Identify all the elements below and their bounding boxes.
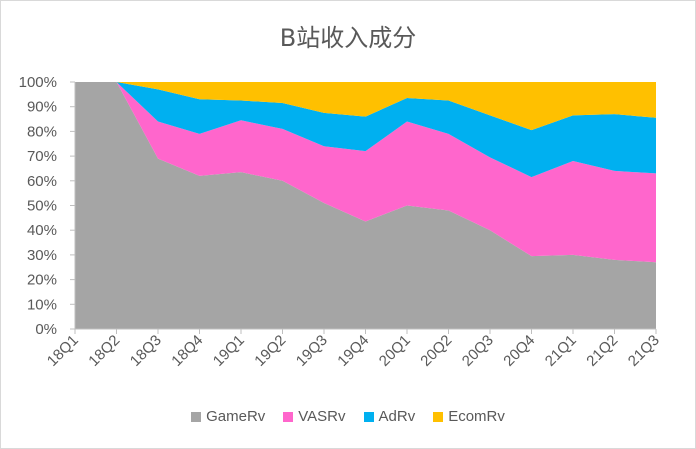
x-tick-label: 20Q3 xyxy=(459,332,497,370)
y-tick-label: 30% xyxy=(27,247,57,264)
legend-swatch xyxy=(363,411,374,422)
x-tick-label: 18Q4 xyxy=(168,332,206,370)
legend-swatch xyxy=(191,411,202,422)
legend-label: AdRv xyxy=(378,408,416,425)
area-vasrv xyxy=(75,82,656,263)
x-tick-label: 19Q2 xyxy=(251,332,289,370)
x-tick-label: 21Q3 xyxy=(625,332,663,370)
legend-swatch xyxy=(433,411,444,422)
x-tick-label: 21Q2 xyxy=(583,332,621,370)
y-tick-label: 80% xyxy=(27,123,57,140)
area-ecomrv xyxy=(75,82,656,131)
y-tick-label: 70% xyxy=(27,148,57,165)
x-tick-label: 18Q2 xyxy=(85,332,123,370)
chart-legend: GameRv VASRv AdRv EcomRv xyxy=(0,408,696,425)
y-tick-label: 100% xyxy=(19,74,57,91)
y-tick-label: 40% xyxy=(27,222,57,239)
legend-item-ecomrv: EcomRv xyxy=(433,408,505,425)
x-tick-label: 19Q3 xyxy=(293,332,331,370)
area-adrv xyxy=(75,82,656,178)
x-tick-label: 20Q4 xyxy=(500,332,538,370)
legend-item-vasrv: VASRv xyxy=(283,408,346,425)
y-tick-label: 90% xyxy=(27,99,57,116)
area-gamerv xyxy=(75,82,656,329)
chart-title: B站收入成分 xyxy=(279,24,417,52)
legend-item-gamerv: GameRv xyxy=(191,408,265,425)
y-tick-label: 50% xyxy=(27,198,57,215)
y-tick-label: 20% xyxy=(27,272,57,289)
x-tick-label: 21Q1 xyxy=(542,332,580,370)
x-tick-label: 20Q1 xyxy=(376,332,414,370)
y-tick-label: 10% xyxy=(27,296,57,313)
y-tick-label: 0% xyxy=(35,321,57,338)
x-tick-label: 20Q2 xyxy=(417,332,455,370)
legend-item-adrv: AdRv xyxy=(363,408,416,425)
x-tick-label: 19Q1 xyxy=(210,332,248,370)
legend-label: VASRv xyxy=(298,408,346,425)
legend-label: EcomRv xyxy=(448,408,505,425)
x-tick-label: 18Q3 xyxy=(127,332,165,370)
y-tick-label: 60% xyxy=(27,173,57,190)
legend-swatch xyxy=(283,411,294,422)
legend-label: GameRv xyxy=(206,408,266,425)
x-tick-label: 19Q4 xyxy=(334,332,372,370)
